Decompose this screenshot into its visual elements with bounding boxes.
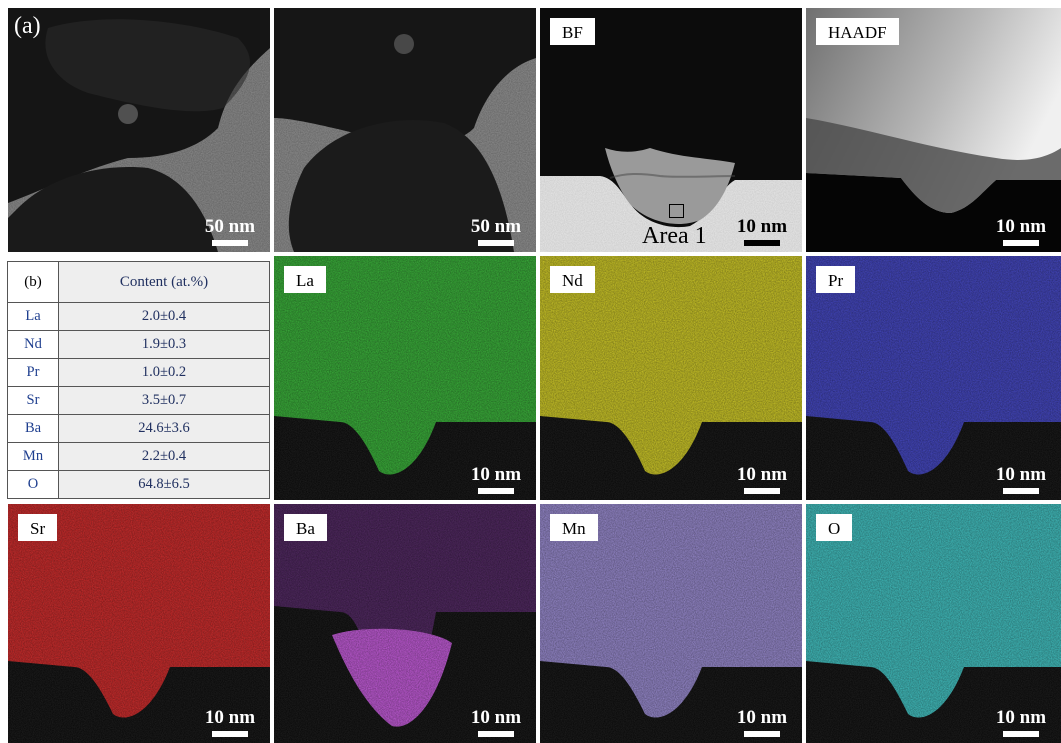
element-label: Nd <box>550 266 595 293</box>
element-label: Mn <box>550 514 598 541</box>
scale-label: 10 nm <box>736 464 788 485</box>
haadf-label: HAADF <box>816 18 899 45</box>
scale-bar-line <box>478 488 514 494</box>
composition-table-panel: (b) Content (at.%) La 2.0±0.4 Nd 1.9±0.3 P… <box>2 256 272 502</box>
table-row: Mn 2.2±0.4 <box>7 442 270 471</box>
panel-letter-b: (b) <box>7 261 59 303</box>
eds-map-image <box>806 256 1061 500</box>
table-header: Content (at.%) <box>58 261 270 303</box>
scale-bar: 10 nm <box>464 708 528 737</box>
scale-label: 10 nm <box>470 707 522 728</box>
panel-letter-a: (a) <box>14 13 41 39</box>
scale-label: 10 nm <box>995 216 1047 237</box>
eds-map-la: La 10 nm <box>274 256 536 500</box>
value-cell: 64.8±6.5 <box>58 470 270 499</box>
value-cell: 24.6±3.6 <box>58 414 270 443</box>
bf-micrograph <box>540 8 802 252</box>
haadf-image: HAADF 10 nm <box>806 8 1061 252</box>
scale-bar-line <box>744 731 780 737</box>
area-1-box <box>669 204 684 218</box>
scale-bar-line <box>744 240 780 246</box>
element-cell: La <box>7 302 59 331</box>
eds-map-nd: Nd 10 nm <box>540 256 802 500</box>
scale-bar: 10 nm <box>730 217 794 246</box>
eds-map-image <box>540 504 802 743</box>
element-cell: Nd <box>7 330 59 359</box>
element-label: Ba <box>284 514 327 541</box>
element-cell: Pr <box>7 358 59 387</box>
eds-map-pr: Pr 10 nm <box>806 256 1061 500</box>
value-cell: 2.2±0.4 <box>58 442 270 471</box>
tem-image-2: 50 nm <box>274 8 536 252</box>
eds-map-image <box>274 256 536 500</box>
scale-label: 10 nm <box>470 464 522 485</box>
scale-bar-line <box>478 731 514 737</box>
scale-label: 10 nm <box>204 707 256 728</box>
table-row: Pr 1.0±0.2 <box>7 358 270 387</box>
element-cell: Ba <box>7 414 59 443</box>
table-row: Nd 1.9±0.3 <box>7 330 270 359</box>
composition-table: (b) Content (at.%) La 2.0±0.4 Nd 1.9±0.3 P… <box>7 261 270 499</box>
scale-bar: 10 nm <box>464 465 528 494</box>
scale-bar: 10 nm <box>989 217 1053 246</box>
eds-map-ba: Ba 10 nm <box>274 504 536 743</box>
scale-bar-line <box>1003 731 1039 737</box>
eds-map-image <box>8 504 270 743</box>
element-label: La <box>284 266 326 293</box>
eds-map-image <box>806 504 1061 743</box>
element-label: Pr <box>816 266 856 293</box>
bf-label: BF <box>550 18 595 45</box>
scale-bar-line <box>478 240 514 246</box>
scale-bar: 10 nm <box>730 708 794 737</box>
tem-image-1: (a) 50 nm <box>8 8 270 252</box>
table-header-row: (b) Content (at.%) <box>7 261 270 303</box>
table-row: La 2.0±0.4 <box>7 302 270 331</box>
scale-bar: 50 nm <box>198 217 262 246</box>
tem-micrograph-2 <box>274 8 536 252</box>
eds-map-mn: Mn 10 nm <box>540 504 802 743</box>
table-row: Ba 24.6±3.6 <box>7 414 270 443</box>
table-row: Sr 3.5±0.7 <box>7 386 270 415</box>
tem-micrograph-1 <box>8 8 270 252</box>
value-cell: 2.0±0.4 <box>58 302 270 331</box>
haadf-micrograph <box>806 8 1061 252</box>
scale-bar: 10 nm <box>989 708 1053 737</box>
value-cell: 3.5±0.7 <box>58 386 270 415</box>
bf-image: BF Area 1 10 nm <box>540 8 802 252</box>
eds-map-image <box>274 504 536 743</box>
value-cell: 1.0±0.2 <box>58 358 270 387</box>
scale-label: 10 nm <box>995 464 1047 485</box>
element-label: Sr <box>18 514 58 541</box>
scale-label: 10 nm <box>995 707 1047 728</box>
scale-label: 10 nm <box>736 216 788 237</box>
eds-map-o: O 10 nm <box>806 504 1061 743</box>
element-cell: Mn <box>7 442 59 471</box>
scale-bar: 10 nm <box>989 465 1053 494</box>
scale-bar-line <box>1003 240 1039 246</box>
scale-label: 50 nm <box>204 216 256 237</box>
eds-map-sr: Sr 10 nm <box>8 504 270 743</box>
value-cell: 1.9±0.3 <box>58 330 270 359</box>
eds-map-image <box>540 256 802 500</box>
scale-bar-line <box>212 240 248 246</box>
element-label: O <box>816 514 853 541</box>
scale-bar: 10 nm <box>730 465 794 494</box>
scale-bar-line <box>1003 488 1039 494</box>
element-cell: O <box>7 470 59 499</box>
scale-bar: 10 nm <box>198 708 262 737</box>
scale-label: 50 nm <box>470 216 522 237</box>
scale-label: 10 nm <box>736 707 788 728</box>
table-row: O 64.8±6.5 <box>7 470 270 499</box>
scale-bar-line <box>744 488 780 494</box>
element-cell: Sr <box>7 386 59 415</box>
scale-bar-line <box>212 731 248 737</box>
scale-bar: 50 nm <box>464 217 528 246</box>
area-1-label: Area 1 <box>642 223 707 249</box>
